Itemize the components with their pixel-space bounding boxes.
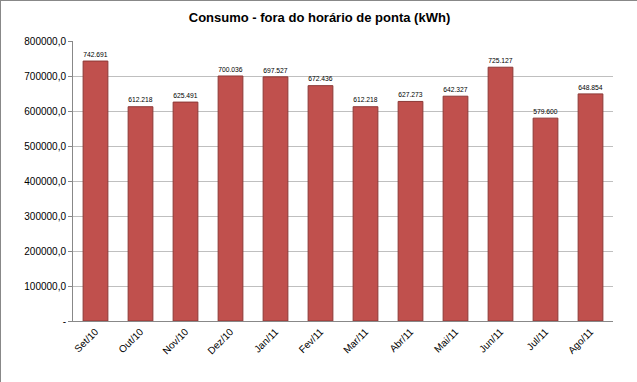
svg-text:725.127: 725.127: [488, 57, 513, 64]
svg-text:-: -: [63, 316, 66, 327]
svg-text:400000,0: 400000,0: [24, 176, 66, 187]
svg-text:Fev/11: Fev/11: [297, 326, 326, 355]
svg-text:Consumo - fora do horário de p: Consumo - fora do horário de ponta (kWh): [189, 10, 450, 25]
svg-text:697.527: 697.527: [263, 67, 288, 74]
svg-text:500000,0: 500000,0: [24, 141, 66, 152]
svg-text:Mar/11: Mar/11: [341, 326, 371, 356]
svg-text:200000,0: 200000,0: [24, 246, 66, 257]
svg-text:Nov/10: Nov/10: [160, 326, 190, 356]
svg-text:Mai/11: Mai/11: [432, 326, 461, 355]
svg-text:Jan/11: Jan/11: [252, 326, 281, 355]
svg-text:700000,0: 700000,0: [24, 71, 66, 82]
svg-text:800000,0: 800000,0: [24, 36, 66, 47]
svg-text:612.218: 612.218: [353, 96, 378, 103]
svg-text:742.691: 742.691: [83, 51, 108, 58]
svg-text:672.436: 672.436: [308, 75, 333, 82]
svg-text:Abr/11: Abr/11: [387, 326, 415, 354]
svg-text:600000,0: 600000,0: [24, 106, 66, 117]
svg-text:300000,0: 300000,0: [24, 211, 66, 222]
svg-text:648.854: 648.854: [578, 84, 603, 91]
svg-text:Jul/11: Jul/11: [524, 326, 550, 352]
svg-text:Ago/11: Ago/11: [566, 326, 596, 356]
svg-text:100000,0: 100000,0: [24, 281, 66, 292]
svg-text:579.600: 579.600: [533, 108, 558, 115]
svg-text:612.218: 612.218: [128, 96, 153, 103]
svg-text:627.273: 627.273: [398, 91, 423, 98]
svg-text:Set/10: Set/10: [72, 326, 101, 355]
svg-text:Jun/11: Jun/11: [477, 326, 506, 355]
svg-text:642.327: 642.327: [443, 86, 468, 93]
svg-text:625.491: 625.491: [173, 92, 198, 99]
svg-text:Out/10: Out/10: [116, 326, 145, 355]
svg-text:700.036: 700.036: [218, 66, 243, 73]
svg-text:Dez/10: Dez/10: [205, 326, 235, 356]
